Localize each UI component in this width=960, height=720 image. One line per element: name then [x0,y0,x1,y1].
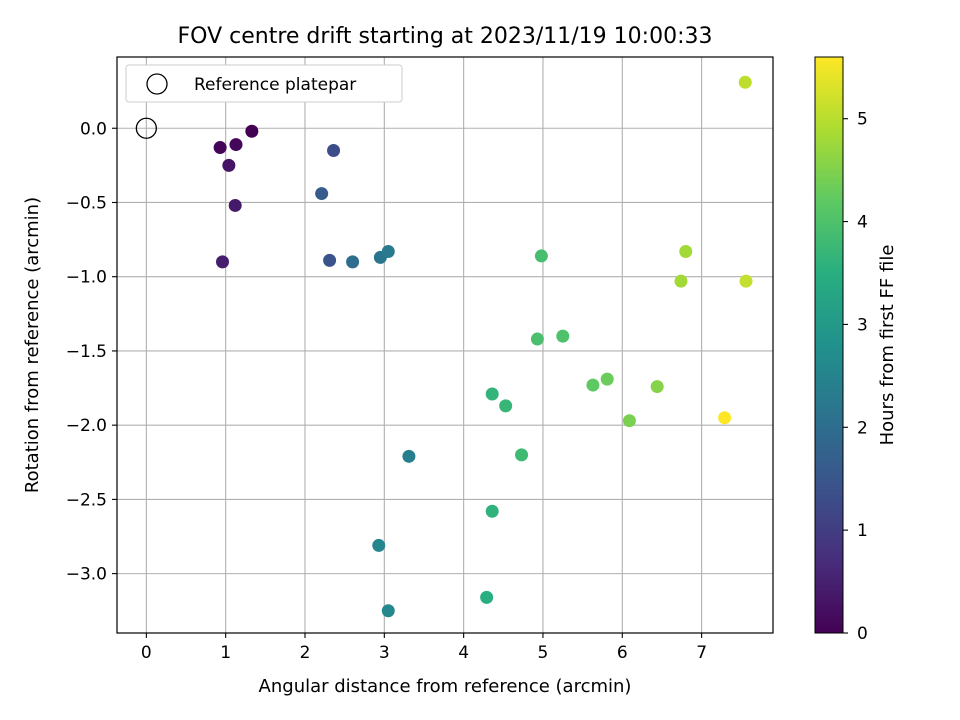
data-point [515,448,529,462]
data-point [323,253,337,267]
colorbar-tick-label: 5 [857,110,868,130]
y-tick-label: −1.5 [66,342,107,362]
x-tick-label: 1 [220,643,231,663]
colorbar-tick-label: 3 [857,315,868,335]
legend-box [125,64,403,103]
x-tick-label: 0 [141,643,152,663]
legend: Reference platepar [125,64,403,103]
data-point [381,244,395,258]
data-point [650,380,664,394]
data-point [739,274,753,288]
y-tick-label: 0.0 [80,119,107,139]
data-point [556,329,570,343]
data-point [485,504,499,518]
colorbar-tick-label: 4 [857,213,868,233]
legend-marker [146,73,168,95]
x-tick-label: 6 [617,643,628,663]
data-point [738,75,752,89]
x-tick-label: 4 [458,643,469,663]
data-points [213,75,753,618]
data-point [586,378,600,392]
data-point [245,124,259,138]
data-point [215,255,229,269]
data-point [381,604,395,618]
colorbar-label: Hours from first FF file [877,245,898,446]
data-point [228,198,242,212]
x-axis-label: Angular distance from reference (arcmin) [259,676,632,697]
x-tick-label: 2 [300,643,311,663]
data-point [480,590,494,604]
reference-layer [135,117,157,139]
y-tick-label: −1.0 [66,268,107,288]
data-point [530,332,544,346]
y-tick-label: −3.0 [66,565,107,585]
grid [117,57,773,633]
data-point [327,144,341,158]
colorbar-tick-label: 0 [857,624,868,644]
x-tick-label: 3 [379,643,390,663]
reference-point [135,117,157,139]
colorbar-tick-label: 1 [857,521,868,541]
data-point [229,138,243,152]
y-tick-label: −2.0 [66,416,107,436]
colorbar-tick-label: 2 [857,418,868,438]
data-point [534,249,548,263]
x-tick-label: 5 [538,643,549,663]
data-point [674,274,688,288]
data-point [600,372,614,386]
data-point [372,538,386,552]
data-point [315,187,329,201]
y-tick-label: −0.5 [66,193,107,213]
data-point [622,414,636,428]
legend-entry-reference: Reference platepar [194,75,356,95]
data-point [679,244,693,258]
colorbar [814,56,844,634]
data-point [485,387,499,401]
x-axis-ticks: 0 1 2 3 4 5 6 7 [141,633,707,663]
plot-area-frame [116,56,774,634]
data-point [718,411,732,425]
data-point [213,141,227,155]
y-axis-ticks: 0.0 −0.5 −1.0 −1.5 −2.0 −2.5 −3.0 [66,119,117,585]
colorbar-ticks: 0 1 2 3 4 5 [843,110,868,644]
x-tick-label: 7 [696,643,707,663]
chart-title: FOV centre drift starting at 2023/11/19 … [178,24,713,49]
y-tick-label: −2.5 [66,490,107,510]
y-axis-label: Rotation from reference (arcmin) [22,197,43,493]
data-point [499,399,513,413]
data-point [222,158,236,172]
data-point [346,255,360,269]
data-point [402,449,416,463]
